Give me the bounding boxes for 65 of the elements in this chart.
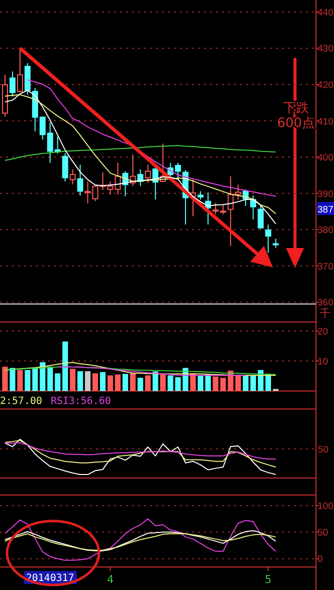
x-tick-label: 5 — [264, 573, 272, 586]
bar — [77, 371, 83, 391]
bar — [242, 375, 248, 391]
text: 387 — [318, 204, 334, 216]
bar — [212, 376, 218, 391]
candlestick — [228, 176, 234, 246]
bar — [40, 362, 46, 391]
y-tick-label: 20 — [318, 326, 328, 338]
y-tick-label: 380 — [318, 225, 334, 236]
bar — [168, 375, 174, 391]
y-tick-label: 420 — [318, 80, 334, 92]
y-tick-label: 10 — [318, 356, 328, 368]
bar — [152, 372, 158, 391]
text: RSI3:56.60 — [50, 396, 111, 407]
bar — [145, 375, 151, 391]
bar — [84, 371, 91, 391]
y-tick-label: 100 — [318, 501, 334, 512]
bar — [235, 375, 241, 391]
bar — [2, 366, 8, 391]
candlestick — [144, 164, 151, 184]
y-tick-label: 430 — [318, 44, 334, 55]
bar — [138, 378, 144, 391]
line-series — [4, 366, 276, 375]
y-tick-label: 390 — [318, 188, 334, 200]
bar — [54, 373, 60, 391]
bar — [130, 373, 136, 391]
line-series — [4, 518, 276, 561]
bar — [160, 374, 166, 391]
bar — [32, 368, 38, 391]
candlestick — [17, 48, 24, 94]
bar — [17, 370, 23, 391]
y-tick-label: 410 — [318, 116, 334, 128]
bar — [100, 372, 106, 391]
bar — [47, 366, 53, 391]
x-tick-label: 4 — [106, 573, 114, 586]
candlestick — [250, 195, 256, 220]
bar — [220, 378, 226, 391]
candlestick — [265, 224, 272, 254]
bar — [92, 373, 98, 391]
bar — [70, 368, 76, 391]
bar — [24, 370, 30, 391]
bar — [10, 368, 16, 391]
candlestick — [235, 184, 242, 200]
y-axis-title: 千 — [320, 307, 330, 320]
y-tick-label: 400 — [318, 152, 334, 164]
y-tick-label: 50 — [318, 528, 328, 539]
candlestick — [258, 206, 264, 230]
candlestick — [77, 164, 84, 196]
text: 20140317 — [26, 573, 74, 584]
bar — [107, 375, 114, 391]
candlestick — [70, 168, 76, 185]
candlestick — [62, 152, 68, 182]
y-tick-label: 370 — [318, 261, 334, 272]
candlestick — [24, 62, 31, 96]
y-tick-label: 0 — [318, 554, 323, 566]
candlestick — [272, 238, 279, 248]
line-series — [57, 366, 246, 376]
y-tick-label: 360 — [318, 298, 334, 309]
bar — [122, 374, 128, 391]
candlestick — [10, 70, 16, 97]
bar — [115, 374, 121, 391]
y-tick-label: 440 — [318, 7, 334, 18]
text: 2:57.00 — [0, 396, 42, 407]
bar — [62, 342, 68, 391]
bar — [250, 375, 256, 391]
